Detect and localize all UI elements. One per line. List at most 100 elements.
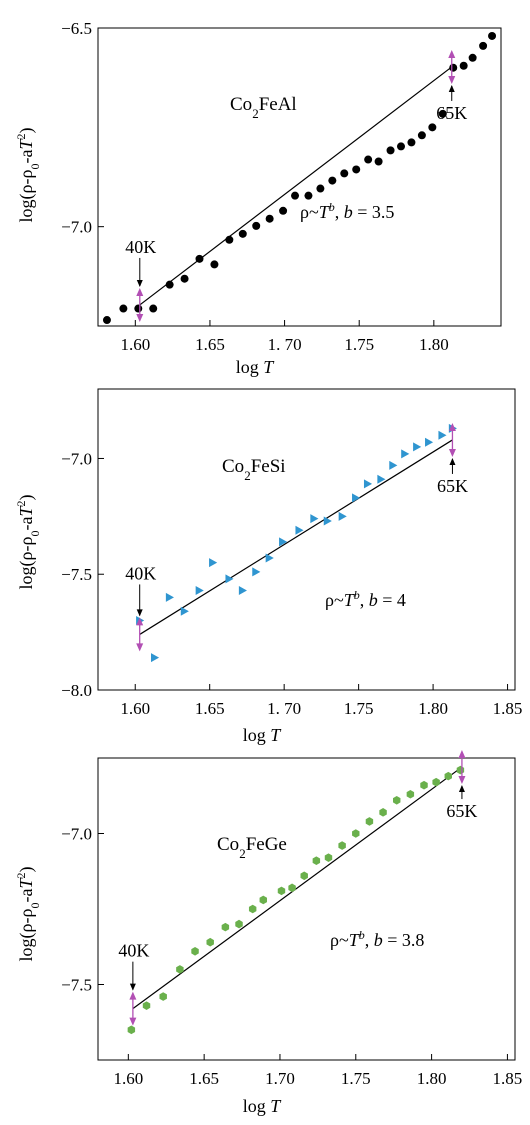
data-point xyxy=(428,123,437,132)
data-point xyxy=(180,606,189,616)
data-point xyxy=(206,937,214,947)
data-point xyxy=(432,777,440,787)
y-tick-label: −7.0 xyxy=(61,825,92,844)
x-tick-label: 1. 70 xyxy=(268,335,302,354)
data-point xyxy=(252,221,261,230)
error-arrowhead-up xyxy=(458,750,466,759)
y-axis-label: log(ρ-ρ0-aT2) xyxy=(14,495,42,590)
data-point xyxy=(364,155,373,164)
data-point xyxy=(134,304,143,313)
x-axis-label: log T xyxy=(243,1096,283,1116)
x-tick-label: 1.60 xyxy=(113,1069,143,1088)
data-point xyxy=(340,169,349,178)
data-point xyxy=(449,63,458,72)
data-point xyxy=(407,138,416,147)
plot-frame xyxy=(97,757,516,1061)
x-tick-label: 1.75 xyxy=(344,699,374,718)
plot-frame xyxy=(97,27,502,327)
data-point xyxy=(417,131,426,140)
data-point xyxy=(265,553,274,563)
data-point xyxy=(295,525,304,535)
data-point xyxy=(195,254,204,263)
data-point xyxy=(259,895,268,905)
data-point xyxy=(195,585,204,595)
x-tick-label: 1. 70 xyxy=(267,699,301,718)
data-point xyxy=(352,829,360,838)
x-tick-label: 1.85 xyxy=(493,699,523,718)
data-point xyxy=(363,479,373,489)
data-point xyxy=(444,771,452,781)
x-tick-label: 1.85 xyxy=(493,1069,523,1088)
data-point xyxy=(159,992,167,1001)
temperature-annotation: 65K xyxy=(437,476,468,496)
data-point xyxy=(323,516,332,526)
chart-panel-co2fesi: 1.60 1.65 1. 70 1.75 1.80 1.85 −7.0 −7.5 −8.0 log… xyxy=(14,388,523,745)
error-arrowhead-up xyxy=(448,422,456,431)
y-tick-label: −8.0 xyxy=(61,681,92,700)
data-point xyxy=(379,808,387,817)
data-point xyxy=(479,41,488,50)
x-axis-label: log T xyxy=(236,357,276,377)
fit-line xyxy=(139,66,453,306)
data-point xyxy=(119,304,128,313)
data-point xyxy=(221,922,230,932)
annotation-arrowhead xyxy=(458,785,465,793)
fit-line xyxy=(139,439,453,635)
data-point xyxy=(328,176,337,185)
data-point xyxy=(386,146,395,155)
data-point xyxy=(377,474,386,484)
x-tick-label: 1.70 xyxy=(265,1069,295,1088)
data-point xyxy=(127,1025,136,1035)
compound-label: Co2FeGe xyxy=(217,834,287,861)
x-tick-label: 1.75 xyxy=(344,335,374,354)
data-point xyxy=(248,904,257,914)
y-tick-label: −7.0 xyxy=(61,218,92,237)
data-point xyxy=(238,229,247,238)
data-point xyxy=(291,191,300,200)
y-tick-label: −6.5 xyxy=(61,19,92,38)
y-tick-label: −7.0 xyxy=(61,449,92,468)
x-tick-label: 1.75 xyxy=(341,1069,371,1088)
error-arrowhead-down xyxy=(136,313,144,322)
error-arrowhead-down xyxy=(136,643,144,652)
data-point xyxy=(225,235,234,244)
data-point xyxy=(456,765,465,775)
error-arrowhead-down xyxy=(448,448,456,457)
temperature-annotation: 40K xyxy=(125,563,156,583)
data-point xyxy=(300,871,308,881)
error-arrowhead-up xyxy=(136,287,144,296)
fit-line xyxy=(132,766,463,1010)
data-point xyxy=(277,886,286,896)
data-point xyxy=(209,558,218,568)
data-point xyxy=(374,157,383,166)
x-tick-label: 1.65 xyxy=(195,699,225,718)
data-point xyxy=(352,493,361,503)
x-tick-label: 1.80 xyxy=(419,335,449,354)
chart-panel-co2fege: 1.60 1.65 1.70 1.75 1.80 1.85 −7.0 −7.5 log T log… xyxy=(14,750,522,1116)
data-point xyxy=(165,280,174,289)
data-point xyxy=(420,780,428,790)
annotation-arrowhead xyxy=(449,457,456,465)
data-point xyxy=(401,449,410,459)
data-point xyxy=(324,853,333,862)
data-point xyxy=(438,430,447,440)
data-point xyxy=(393,795,401,805)
data-point xyxy=(225,574,234,584)
data-point xyxy=(338,511,347,521)
data-point xyxy=(279,206,288,215)
data-point xyxy=(165,592,174,602)
data-point xyxy=(316,184,325,193)
temperature-annotation: 40K xyxy=(118,941,149,961)
data-point xyxy=(210,260,219,269)
data-point xyxy=(304,191,313,200)
data-point xyxy=(352,165,361,174)
data-point xyxy=(310,514,319,524)
chart-panel-co2feal: 1.60 1.65 1. 70 1.75 1.80 −6.5 −7.0 log T log(ρ-… xyxy=(14,19,502,377)
x-tick-label: 1.65 xyxy=(195,335,225,354)
data-point xyxy=(413,442,422,452)
x-axis-label: log T xyxy=(243,725,283,745)
data-point xyxy=(142,1001,151,1010)
annotation-arrowhead xyxy=(136,609,143,617)
data-point xyxy=(235,919,243,929)
